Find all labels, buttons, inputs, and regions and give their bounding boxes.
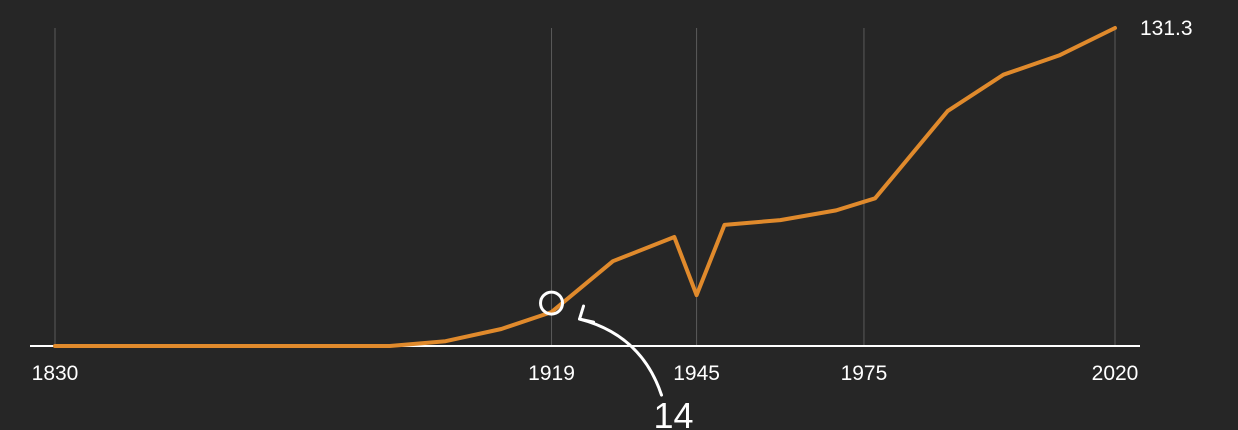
annotation-arrow (578, 317, 664, 397)
annotation-marker (539, 290, 565, 316)
gridlines (54, 28, 1116, 346)
series: 131.3 (53, 17, 1193, 348)
x-tick-label-2020: 2020 (1092, 362, 1139, 385)
x-tick-label-1919: 1919 (528, 362, 575, 385)
annotation: 14 (539, 290, 694, 430)
series-line-0 (53, 26, 1117, 348)
x-tick-label-1945: 1945 (673, 362, 720, 385)
annotation-value-label: 14 (654, 395, 694, 430)
end-value-label: 131.3 (1140, 17, 1193, 40)
x-tick-label-1975: 1975 (841, 362, 888, 385)
x-tick-label-1830: 1830 (32, 362, 79, 385)
x-axis-tick-labels: 1830 1919 1945 1975 2020 (32, 362, 1139, 385)
annotation-arrowhead (578, 304, 596, 324)
